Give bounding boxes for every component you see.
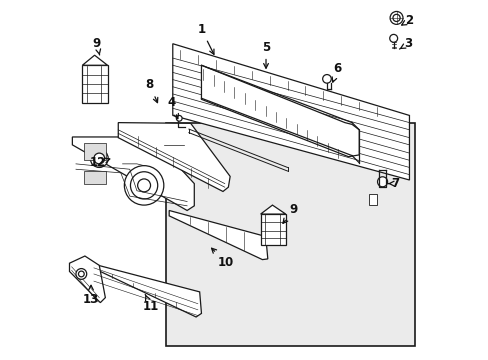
Polygon shape — [82, 55, 107, 65]
Circle shape — [90, 149, 108, 167]
Circle shape — [389, 35, 397, 42]
Circle shape — [130, 172, 158, 199]
Circle shape — [76, 269, 86, 279]
Circle shape — [176, 116, 182, 121]
Circle shape — [377, 177, 387, 187]
Polygon shape — [260, 205, 285, 214]
Text: 2: 2 — [401, 14, 413, 27]
Bar — [368, 194, 376, 205]
Polygon shape — [172, 44, 408, 180]
Circle shape — [322, 75, 330, 83]
Circle shape — [78, 271, 84, 277]
Circle shape — [94, 153, 104, 164]
Text: 9: 9 — [92, 36, 101, 55]
Bar — [165, 123, 414, 346]
Text: 11: 11 — [142, 294, 158, 313]
Text: 8: 8 — [145, 78, 158, 103]
Bar — [83, 143, 106, 160]
Polygon shape — [72, 137, 194, 211]
Circle shape — [124, 166, 163, 205]
Polygon shape — [82, 65, 107, 103]
Text: 1: 1 — [197, 23, 214, 54]
Text: 13: 13 — [83, 285, 99, 306]
Circle shape — [137, 179, 150, 192]
Text: 10: 10 — [211, 248, 233, 269]
Circle shape — [389, 12, 402, 24]
Circle shape — [392, 14, 399, 22]
Polygon shape — [118, 123, 230, 192]
Polygon shape — [260, 214, 285, 245]
Polygon shape — [169, 211, 267, 260]
Text: 6: 6 — [331, 62, 341, 82]
Text: 3: 3 — [399, 37, 412, 50]
Text: 4: 4 — [167, 96, 178, 119]
Bar — [83, 171, 106, 184]
Polygon shape — [87, 262, 201, 317]
Text: 9: 9 — [283, 203, 298, 223]
Text: 5: 5 — [262, 41, 269, 68]
Text: 7: 7 — [387, 177, 398, 190]
Polygon shape — [201, 65, 359, 157]
Polygon shape — [69, 256, 105, 303]
Text: 12: 12 — [90, 156, 110, 169]
